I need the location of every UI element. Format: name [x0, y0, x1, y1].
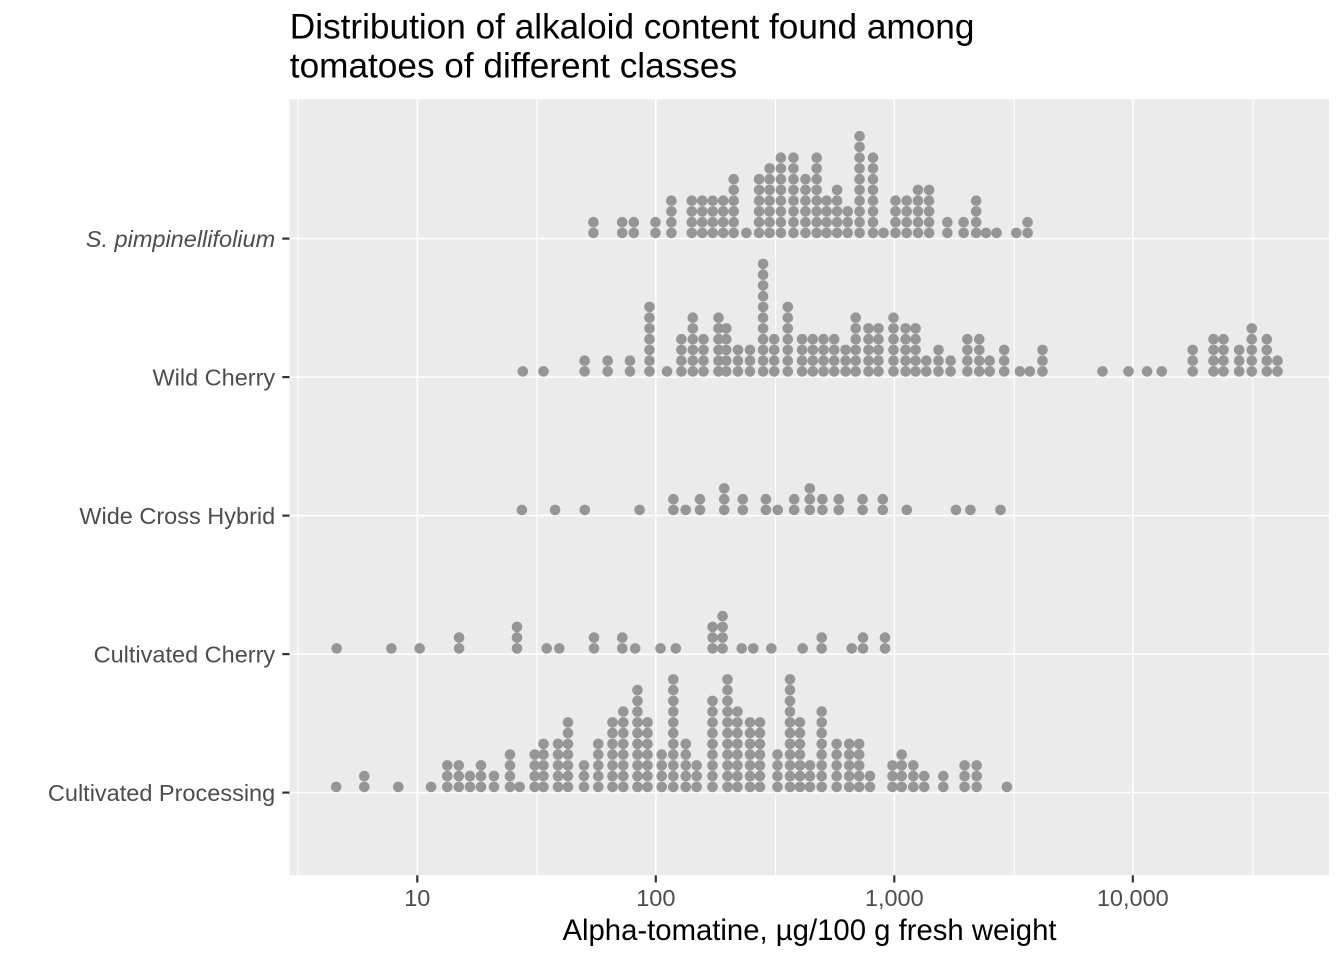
svg-text:S. pimpinellifolium: S. pimpinellifolium [86, 226, 275, 252]
svg-text:10,000: 10,000 [1097, 885, 1169, 911]
svg-text:Alpha-tomatine, µg/100 g fresh: Alpha-tomatine, µg/100 g fresh weight [562, 914, 1056, 947]
svg-text:Cultivated Cherry: Cultivated Cherry [94, 642, 276, 668]
svg-text:Wide Cross Hybrid: Wide Cross Hybrid [79, 503, 275, 529]
svg-text:Cultivated Processing: Cultivated Processing [48, 780, 275, 806]
svg-text:100: 100 [636, 885, 675, 911]
svg-text:Distribution of alkaloid conte: Distribution of alkaloid content found a… [290, 8, 975, 47]
svg-text:10: 10 [404, 885, 430, 911]
svg-text:Wild Cherry: Wild Cherry [152, 365, 275, 391]
svg-text:tomatoes of different classes: tomatoes of different classes [290, 47, 737, 86]
svg-text:1,000: 1,000 [865, 885, 924, 911]
